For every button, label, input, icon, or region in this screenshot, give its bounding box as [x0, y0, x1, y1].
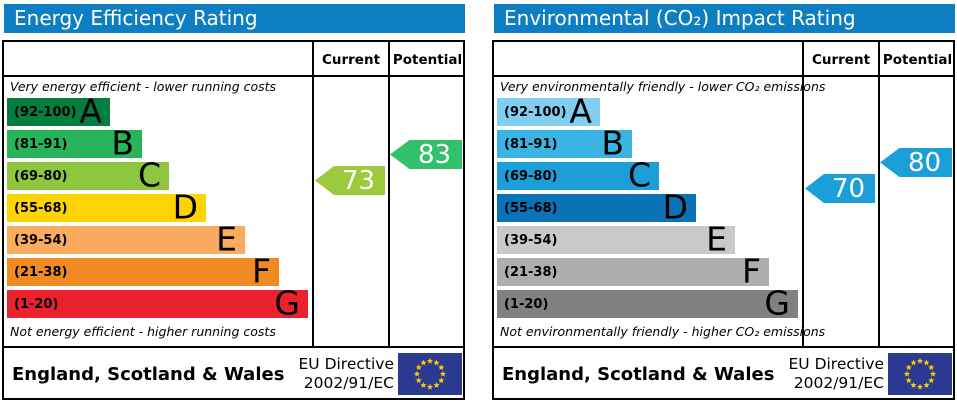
- eu-directive-line2: 2002/91/EC: [303, 374, 394, 392]
- energy-efficiency-panel: Energy Efficiency Rating Current Potenti…: [2, 4, 465, 400]
- band-a: (92-100) A: [7, 91, 110, 131]
- eu-directive-label: EU Directive 2002/91/EC: [299, 348, 395, 400]
- column-divider: [802, 40, 804, 346]
- band-range-label: (1-20): [14, 296, 59, 312]
- band-letter: E: [706, 219, 727, 259]
- eu-flag-icon: [888, 353, 952, 395]
- region-label: England, Scotland & Wales: [502, 363, 775, 385]
- band-range-label: (55-68): [14, 200, 68, 216]
- current-rating-value: 73: [341, 165, 376, 196]
- band-e: (39-54) E: [7, 219, 245, 259]
- band-d: (55-68) D: [497, 187, 696, 227]
- band-letter: A: [569, 91, 592, 131]
- band-f: (21-38) F: [497, 251, 769, 291]
- band-range-label: (92-100): [14, 104, 77, 120]
- band-letter: A: [79, 91, 102, 131]
- footer-row-divider: [492, 346, 955, 348]
- energy-efficiency-title-bar: Energy Efficiency Rating: [4, 4, 465, 33]
- eu-directive-line2: 2002/91/EC: [793, 374, 884, 392]
- band-range-label: (92-100): [504, 104, 567, 120]
- band-range-label: (69-80): [504, 168, 558, 184]
- band-range-label: (81-91): [504, 136, 558, 152]
- current-rating-value: 70: [831, 173, 866, 204]
- band-c: (69-80) C: [497, 155, 659, 195]
- environmental-impact-panel: Environmental (CO₂) Impact Rating Curren…: [492, 4, 955, 400]
- header-row-divider: [2, 75, 465, 77]
- band-b: (81-91) B: [7, 123, 142, 163]
- band-c: (69-80) C: [7, 155, 169, 195]
- current-column-header: Current: [811, 51, 871, 68]
- band-range-label: (81-91): [14, 136, 68, 152]
- panel-title: Energy Efficiency Rating: [14, 6, 258, 30]
- column-divider: [388, 40, 390, 346]
- band-range-label: (21-38): [14, 264, 68, 280]
- band-letter: C: [137, 155, 161, 195]
- eu-flag-icon: [398, 353, 462, 395]
- region-label: England, Scotland & Wales: [12, 363, 285, 385]
- column-divider: [312, 40, 314, 346]
- top-caption: Very environmentally friendly - lower CO…: [500, 79, 826, 94]
- band-range-label: (69-80): [14, 168, 68, 184]
- band-letter: F: [252, 251, 271, 291]
- band-range-label: (39-54): [14, 232, 68, 248]
- band-e: (39-54) E: [497, 219, 735, 259]
- band-letter: F: [742, 251, 761, 291]
- top-caption: Very energy efficient - lower running co…: [10, 79, 277, 94]
- band-range-label: (55-68): [504, 200, 558, 216]
- potential-rating-arrow: 83: [390, 140, 462, 169]
- band-letter: B: [111, 123, 134, 163]
- potential-rating-value: 83: [417, 139, 452, 170]
- band-range-label: (21-38): [504, 264, 558, 280]
- eu-directive-line1: EU Directive: [298, 354, 395, 373]
- header-row-divider: [492, 75, 955, 77]
- band-g: (1-20) G: [497, 283, 798, 323]
- bottom-caption: Not environmentally friendly - higher CO…: [500, 324, 826, 339]
- band-letter: G: [764, 283, 790, 323]
- band-g: (1-20) G: [7, 283, 308, 323]
- footer-row-divider: [2, 346, 465, 348]
- band-range-label: (1-20): [504, 296, 549, 312]
- current-column-header: Current: [321, 51, 381, 68]
- band-letter: E: [216, 219, 237, 259]
- column-divider: [878, 40, 880, 346]
- band-range-label: (39-54): [504, 232, 558, 248]
- eu-directive-line1: EU Directive: [788, 354, 885, 373]
- band-letter: G: [274, 283, 300, 323]
- panel-title: Environmental (CO₂) Impact Rating: [504, 6, 856, 30]
- potential-column-header: Potential: [882, 51, 953, 68]
- band-letter: D: [662, 187, 688, 227]
- band-letter: C: [627, 155, 651, 195]
- band-f: (21-38) F: [7, 251, 279, 291]
- bottom-caption: Not energy efficient - higher running co…: [10, 324, 276, 339]
- band-a: (92-100) A: [497, 91, 600, 131]
- potential-column-header: Potential: [392, 51, 463, 68]
- environmental-impact-title-bar: Environmental (CO₂) Impact Rating: [494, 4, 955, 33]
- band-letter: B: [601, 123, 624, 163]
- band-letter: D: [172, 187, 198, 227]
- band-b: (81-91) B: [497, 123, 632, 163]
- potential-rating-value: 80: [907, 147, 942, 178]
- eu-directive-label: EU Directive 2002/91/EC: [789, 348, 885, 400]
- band-d: (55-68) D: [7, 187, 206, 227]
